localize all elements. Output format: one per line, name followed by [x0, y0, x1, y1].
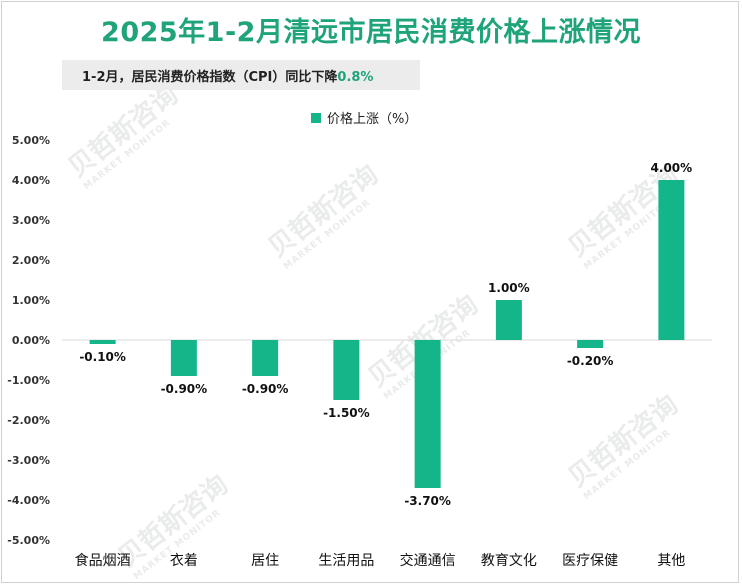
subtitle-text: 1-2月，居民消费价格指数（CPI）同比下降 [82, 70, 338, 85]
data-label: -0.90% [161, 382, 208, 396]
y-tick-label: 0.00% [12, 334, 50, 347]
bar [414, 340, 441, 488]
x-tick-label: 教育文化 [481, 553, 537, 569]
subtitle-box [62, 60, 420, 90]
legend-label: 价格上涨（%） [327, 112, 418, 127]
x-tick-label: 交通通信 [400, 552, 456, 569]
y-tick-label: -3.00% [7, 454, 50, 467]
data-label: -0.90% [242, 382, 289, 396]
x-tick-label: 其他 [657, 553, 685, 569]
y-tick-label: -4.00% [7, 494, 50, 507]
y-tick-label: -1.00% [7, 374, 50, 387]
data-label: 1.00% [488, 281, 530, 295]
bar [658, 180, 685, 340]
data-label: -0.10% [79, 350, 126, 364]
y-tick-label: 3.00% [12, 214, 50, 227]
bar [495, 300, 522, 340]
y-tick-label: -5.00% [7, 534, 50, 547]
bar [252, 340, 279, 376]
y-tick-label: -2.00% [7, 414, 50, 427]
y-tick-label: 5.00% [12, 134, 50, 147]
x-tick-label: 生活用品 [318, 553, 374, 569]
y-tick-label: 1.00% [12, 294, 50, 307]
x-tick-label: 食品烟酒 [75, 552, 131, 569]
legend: 价格上涨（%） [311, 108, 417, 127]
x-tick-label: 居住 [251, 553, 279, 569]
data-label: 4.00% [651, 161, 693, 175]
data-label: -0.20% [567, 354, 614, 368]
bar [89, 340, 116, 344]
subtitle-highlight: 0.8% [337, 70, 374, 85]
bar [170, 340, 197, 376]
legend-swatch [311, 112, 321, 123]
bar [577, 340, 604, 348]
subtitle: 1-2月，居民消费价格指数（CPI）同比下降0.8% [82, 66, 373, 85]
y-tick-label: 2.00% [12, 254, 50, 267]
x-tick-label: 衣着 [170, 553, 198, 569]
data-label: -1.50% [323, 406, 370, 420]
x-tick-label: 医疗保健 [562, 553, 618, 569]
data-label: -3.70% [404, 494, 451, 508]
bar [333, 340, 360, 400]
y-tick-label: 4.00% [12, 174, 50, 187]
chart-title: 2025年1-2月清远市居民消费价格上涨情况 [101, 17, 641, 48]
